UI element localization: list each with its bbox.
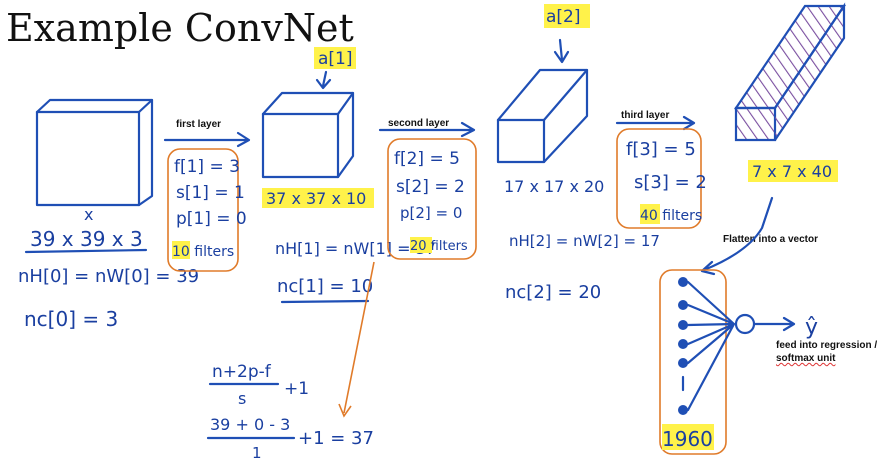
formula-general-denominator: s — [238, 389, 246, 408]
layer3-output: 7 x 7 x 40 — [752, 162, 832, 181]
formula-worked-result: +1 = 37 — [298, 428, 374, 449]
formula-pointer-arrow — [338, 261, 375, 418]
flatten-label: Flatten into a vector — [723, 234, 819, 245]
layer3-filters-highlight — [640, 204, 660, 224]
layer3-output-highlight — [748, 160, 838, 182]
vector-node — [678, 277, 688, 287]
layer1-output: 37 x 37 x 10 — [266, 189, 366, 208]
formula-worked-denominator: 1 — [252, 444, 262, 462]
layer2-s: s[2] = 2 — [396, 177, 465, 197]
layer1-output-highlight — [262, 188, 374, 208]
flatten-vector-box — [659, 269, 727, 455]
second-layer-label: second layer — [388, 118, 450, 129]
layer2-activation-highlight — [544, 4, 590, 28]
formula-general-numerator: n+2p-f — [212, 362, 272, 382]
input-x: x — [84, 205, 93, 224]
formula-worked-numerator: 39 + 0 - 3 — [210, 415, 290, 434]
layer2-filters: 20 filters — [410, 239, 468, 254]
layer1-filters: 10 filters — [172, 244, 234, 260]
layer2-filters-highlight — [410, 237, 432, 253]
layer1-activation-highlight — [314, 47, 356, 69]
layer2-activation: a[2] — [546, 7, 581, 27]
input-nh: nH[0] = nW[0] = 39 — [18, 266, 199, 287]
input-nc: nc[0] = 3 — [24, 307, 118, 331]
layer1-nc: nc[1] = 10 — [277, 276, 373, 297]
layer3-s: s[3] = 2 — [634, 172, 707, 193]
input-volume — [35, 98, 154, 207]
input-underline — [24, 248, 148, 254]
layer1-s: s[1] = 1 — [176, 183, 245, 203]
flatten-count-highlight — [662, 424, 714, 450]
third-layer-label: third layer — [621, 110, 670, 121]
flatten-count: 1960 — [662, 427, 713, 451]
vector-node — [678, 358, 688, 368]
softmax-label: softmax unit — [776, 353, 836, 364]
layer1-activation: a[1] — [318, 49, 353, 69]
formula-general-plus: +1 — [284, 379, 309, 399]
second-layer-arrow — [378, 121, 476, 138]
layer3-params-box — [616, 128, 702, 229]
layer1-nc-underline — [280, 299, 370, 304]
layer3-volume — [733, 2, 847, 142]
layer2-f: f[2] = 5 — [394, 149, 460, 169]
layer3-filters: 40 filters — [640, 208, 702, 224]
vector-node — [678, 405, 688, 415]
output-arrow — [753, 316, 796, 332]
layer2-p: p[2] = 0 — [400, 204, 462, 222]
feed-label: feed into regression / — [776, 340, 878, 351]
layer2-down-arrow — [553, 38, 570, 64]
layer2-params-box — [387, 138, 477, 260]
output-unit-node — [734, 313, 756, 335]
layer1-filters-highlight — [172, 241, 190, 259]
vector-node — [678, 320, 688, 330]
vector-connections — [686, 280, 736, 412]
layer2-output: 17 x 17 x 20 — [504, 177, 604, 196]
layer3-f: f[3] = 5 — [626, 139, 696, 160]
layer1-p: p[1] = 0 — [176, 209, 247, 229]
first-layer-arrow — [163, 131, 251, 148]
vector-node — [678, 339, 688, 349]
layer2-nh: nH[2] = nW[2] = 17 — [509, 232, 660, 250]
flatten-arrow — [700, 196, 774, 276]
layer1-down-arrow — [315, 70, 332, 90]
page-title: Example ConvNet — [6, 6, 354, 50]
flatten-vector-nodes — [678, 277, 688, 415]
layer2-volume — [496, 68, 589, 164]
input-dims: 39 x 39 x 3 — [30, 227, 143, 251]
layer2-nc: nc[2] = 20 — [505, 282, 601, 303]
layer1-params-box — [167, 148, 239, 272]
first-layer-label: first layer — [176, 119, 222, 130]
y-hat-output: ŷ — [805, 315, 818, 340]
vector-node — [678, 300, 688, 310]
layer1-f: f[1] = 3 — [174, 157, 240, 177]
layer1-nh: nH[1] = nW[1] = 37 — [275, 239, 436, 258]
layer1-volume — [261, 91, 355, 179]
third-layer-arrow — [615, 115, 696, 131]
